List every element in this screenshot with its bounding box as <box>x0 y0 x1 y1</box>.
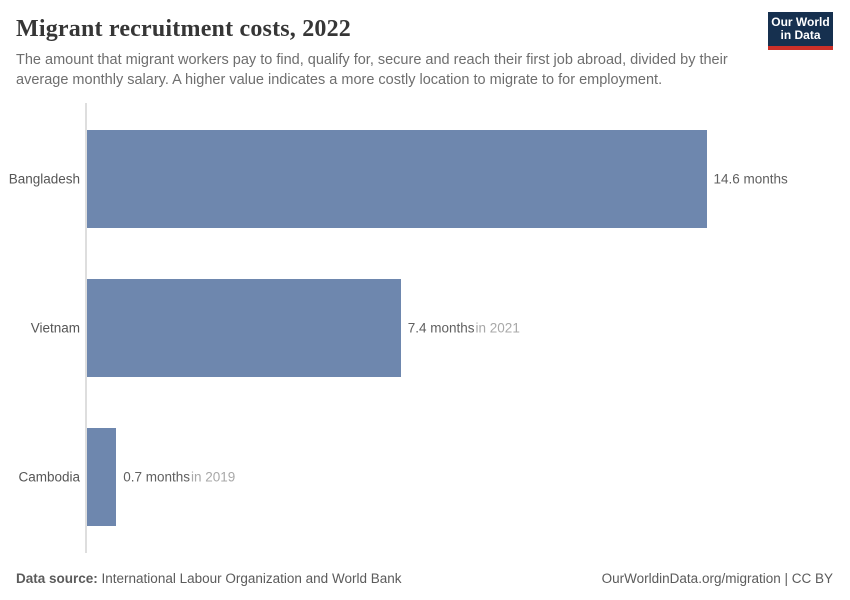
bar-row-cambodia: Cambodia 0.7 monthsin 2019 <box>0 428 850 526</box>
value-label-bangladesh: 14.6 months <box>714 172 788 187</box>
data-source-label: Data source: <box>16 570 98 586</box>
owid-logo-text-line2: in Data <box>780 28 821 42</box>
value-text: 7.4 months <box>407 320 475 336</box>
owid-logo-accent-bar <box>768 46 833 50</box>
owid-logo[interactable]: Our World in Data <box>768 12 833 50</box>
category-label-cambodia: Cambodia <box>18 469 80 485</box>
attribution-link[interactable]: OurWorldinData.org/migration | CC BY <box>601 570 833 586</box>
bar-cambodia[interactable] <box>86 428 117 526</box>
chart-title: Migrant recruitment costs, 2022 <box>16 16 352 42</box>
chart-subtitle: The amount that migrant workers pay to f… <box>16 52 728 88</box>
bar-bangladesh[interactable] <box>86 130 707 228</box>
value-text: 14.6 months <box>713 171 788 187</box>
y-axis-line <box>85 103 87 553</box>
time-note: in 2019 <box>191 469 236 485</box>
data-source-note: Data source: International Labour Organi… <box>16 571 401 586</box>
bar-vietnam[interactable] <box>86 279 401 377</box>
data-source-text: International Labour Organization and Wo… <box>97 570 402 586</box>
category-label-vietnam: Vietnam <box>30 320 80 336</box>
value-text: 0.7 months <box>123 469 191 485</box>
category-label-bangladesh: Bangladesh <box>8 171 80 187</box>
bar-row-bangladesh: Bangladesh 14.6 months <box>0 130 850 228</box>
value-label-vietnam: 7.4 monthsin 2021 <box>408 321 520 336</box>
value-label-cambodia: 0.7 monthsin 2019 <box>123 470 235 485</box>
owid-logo-box: Our World in Data <box>768 12 833 46</box>
time-note: in 2021 <box>475 320 520 336</box>
owid-logo-text-line1: Our World <box>771 14 830 29</box>
bar-row-vietnam: Vietnam 7.4 monthsin 2021 <box>0 279 850 377</box>
chart-footer: Data source: International Labour Organi… <box>16 568 833 588</box>
